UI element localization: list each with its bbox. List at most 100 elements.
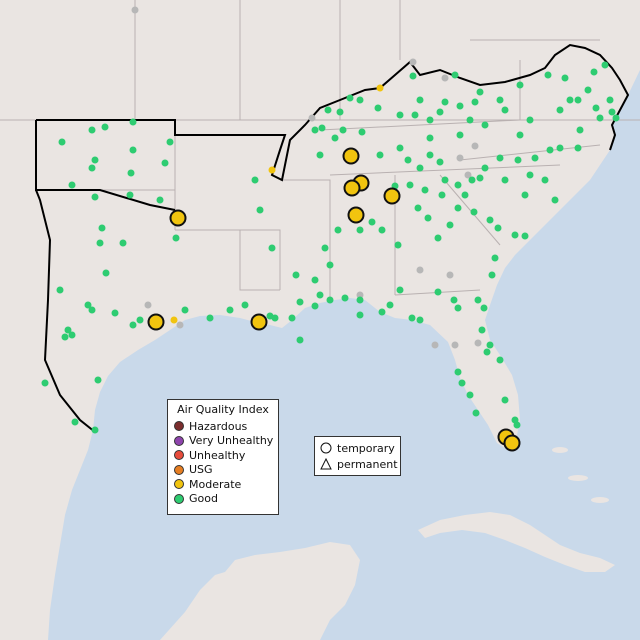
station-good[interactable] [496, 356, 504, 364]
station-good[interactable] [241, 301, 249, 309]
station-good[interactable] [129, 118, 137, 126]
station-good[interactable] [416, 96, 424, 104]
station-no-data[interactable] [441, 74, 449, 82]
station-good[interactable] [68, 331, 76, 339]
station-good[interactable] [480, 304, 488, 312]
station-good[interactable] [481, 164, 489, 172]
station-good[interactable] [61, 333, 69, 341]
station-good[interactable] [596, 114, 604, 122]
station-good[interactable] [612, 114, 620, 122]
station-good[interactable] [356, 96, 364, 104]
station-moderate-temporary[interactable] [169, 209, 187, 227]
station-good[interactable] [566, 96, 574, 104]
station-good[interactable] [576, 126, 584, 134]
station-good[interactable] [156, 196, 164, 204]
station-good[interactable] [336, 108, 344, 116]
station-good[interactable] [98, 224, 106, 232]
station-good[interactable] [526, 116, 534, 124]
station-good[interactable] [414, 204, 422, 212]
station-good[interactable] [436, 158, 444, 166]
station-no-data[interactable] [456, 154, 464, 162]
station-good[interactable] [424, 214, 432, 222]
station-moderate[interactable] [268, 166, 276, 174]
station-good[interactable] [58, 138, 66, 146]
station-good[interactable] [546, 146, 554, 154]
station-no-data[interactable] [431, 341, 439, 349]
station-good[interactable] [326, 296, 334, 304]
station-good[interactable] [324, 106, 332, 114]
station-no-data[interactable] [131, 6, 139, 14]
station-good[interactable] [476, 174, 484, 182]
station-good[interactable] [450, 296, 458, 304]
station-good[interactable] [378, 308, 386, 316]
station-good[interactable] [458, 379, 466, 387]
station-no-data[interactable] [144, 301, 152, 309]
station-good[interactable] [561, 74, 569, 82]
station-good[interactable] [356, 296, 364, 304]
station-moderate-temporary[interactable] [503, 434, 521, 452]
station-good[interactable] [454, 304, 462, 312]
station-good[interactable] [511, 231, 519, 239]
station-good[interactable] [466, 116, 474, 124]
station-good[interactable] [544, 71, 552, 79]
station-good[interactable] [311, 302, 319, 310]
station-good[interactable] [483, 348, 491, 356]
station-moderate-temporary[interactable] [347, 206, 365, 224]
station-good[interactable] [321, 244, 329, 252]
station-good[interactable] [461, 191, 469, 199]
station-good[interactable] [396, 111, 404, 119]
station-good[interactable] [592, 104, 600, 112]
station-good[interactable] [426, 151, 434, 159]
station-good[interactable] [356, 311, 364, 319]
station-no-data[interactable] [176, 321, 184, 329]
station-good[interactable] [94, 376, 102, 384]
station-good[interactable] [166, 138, 174, 146]
station-good[interactable] [271, 314, 279, 322]
station-good[interactable] [541, 176, 549, 184]
station-good[interactable] [501, 396, 509, 404]
station-good[interactable] [434, 288, 442, 296]
station-good[interactable] [91, 193, 99, 201]
station-good[interactable] [496, 96, 504, 104]
station-good[interactable] [416, 316, 424, 324]
station-good[interactable] [396, 144, 404, 152]
station-good[interactable] [516, 131, 524, 139]
station-good[interactable] [296, 298, 304, 306]
station-good[interactable] [516, 81, 524, 89]
station-good[interactable] [311, 276, 319, 284]
station-good[interactable] [341, 294, 349, 302]
station-moderate[interactable] [376, 84, 384, 92]
station-good[interactable] [411, 111, 419, 119]
station-moderate-temporary[interactable] [383, 187, 401, 205]
station-good[interactable] [531, 154, 539, 162]
station-good[interactable] [404, 156, 412, 164]
station-good[interactable] [102, 269, 110, 277]
station-no-data[interactable] [308, 114, 316, 122]
station-good[interactable] [466, 391, 474, 399]
station-good[interactable] [206, 314, 214, 322]
station-good[interactable] [606, 96, 614, 104]
station-good[interactable] [472, 409, 480, 417]
station-good[interactable] [251, 176, 259, 184]
station-good[interactable] [474, 296, 482, 304]
station-good[interactable] [556, 144, 564, 152]
station-good[interactable] [446, 221, 454, 229]
station-good[interactable] [513, 421, 521, 429]
station-no-data[interactable] [409, 58, 417, 66]
station-good[interactable] [436, 108, 444, 116]
station-no-data[interactable] [356, 291, 364, 299]
station-good[interactable] [311, 126, 319, 134]
station-good[interactable] [454, 204, 462, 212]
station-good[interactable] [471, 98, 479, 106]
station-good[interactable] [101, 123, 109, 131]
station-good[interactable] [41, 379, 49, 387]
station-good[interactable] [136, 316, 144, 324]
station-good[interactable] [334, 226, 342, 234]
station-good[interactable] [574, 96, 582, 104]
station-good[interactable] [601, 61, 609, 69]
station-good[interactable] [608, 108, 616, 116]
station-good[interactable] [514, 156, 522, 164]
station-good[interactable] [331, 134, 339, 142]
station-good[interactable] [494, 224, 502, 232]
